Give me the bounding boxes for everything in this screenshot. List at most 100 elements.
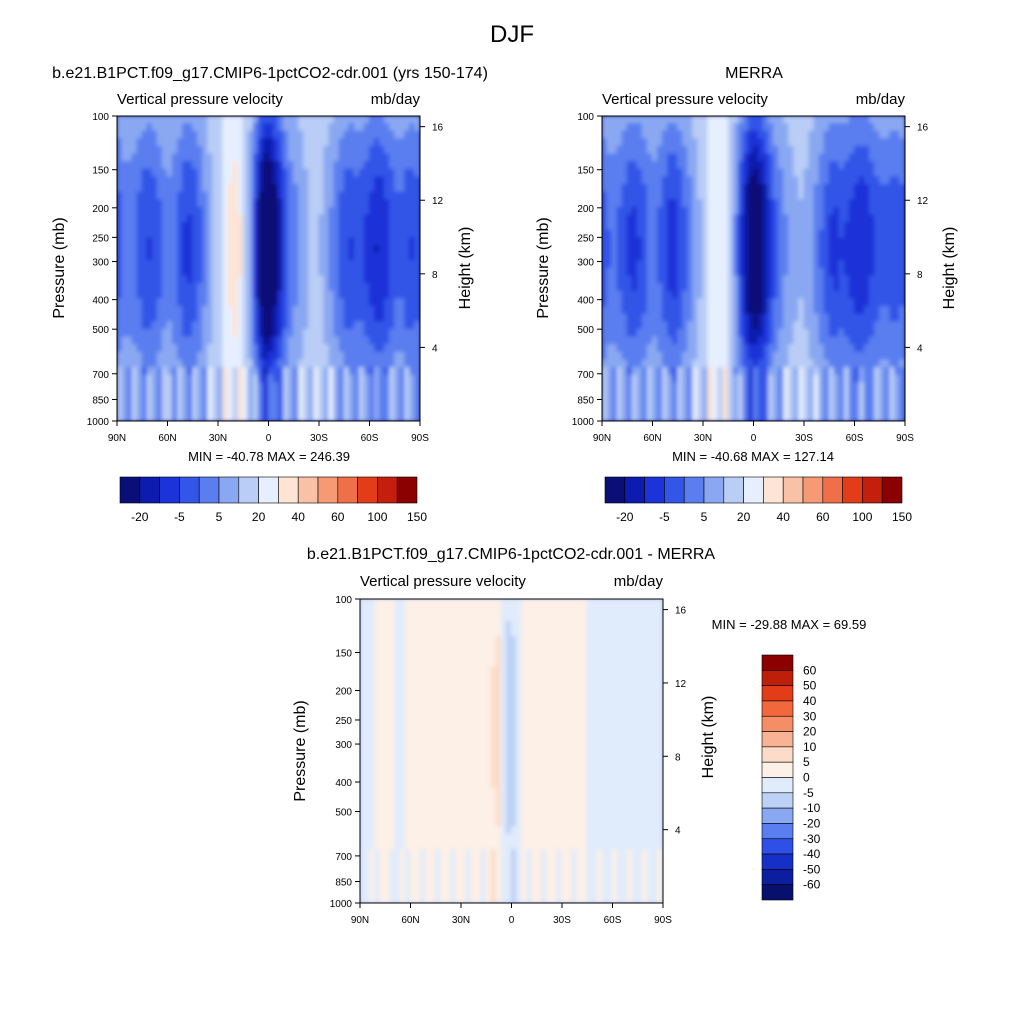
field-cell bbox=[702, 123, 709, 132]
field-cell bbox=[146, 199, 153, 209]
field-cell bbox=[333, 145, 340, 155]
field-cell bbox=[131, 344, 138, 353]
field-cell bbox=[343, 367, 350, 376]
field-cell bbox=[717, 367, 724, 376]
field-cell bbox=[768, 237, 775, 247]
field-cell bbox=[379, 168, 386, 178]
field-cell bbox=[818, 176, 825, 186]
field-cell bbox=[252, 397, 259, 407]
field-cell bbox=[752, 367, 760, 376]
field-cell bbox=[742, 290, 750, 300]
field-cell bbox=[232, 321, 239, 331]
field-cell bbox=[843, 412, 851, 421]
field-cell bbox=[788, 275, 795, 285]
field-cell bbox=[237, 145, 244, 155]
field-cell bbox=[722, 412, 729, 421]
field-cell bbox=[227, 328, 234, 338]
field-cell bbox=[687, 412, 694, 421]
field-cell bbox=[126, 168, 133, 178]
field-cell bbox=[889, 267, 896, 277]
field-cell bbox=[833, 275, 840, 285]
field-cell bbox=[602, 138, 608, 148]
field-cell bbox=[838, 336, 845, 346]
field-cell bbox=[131, 298, 138, 308]
field-cell bbox=[338, 298, 345, 308]
field-cell bbox=[394, 138, 401, 148]
field-cell bbox=[394, 382, 401, 392]
field-cell bbox=[879, 123, 886, 132]
field-cell bbox=[874, 359, 881, 369]
field-cell bbox=[717, 321, 724, 331]
field-cell bbox=[247, 351, 254, 361]
field-cell bbox=[136, 116, 143, 125]
field-cell bbox=[404, 344, 411, 353]
field-cell bbox=[853, 184, 861, 193]
field-cell bbox=[828, 374, 835, 384]
field-cell bbox=[232, 184, 239, 193]
field-cell bbox=[187, 145, 194, 155]
field-cell bbox=[338, 168, 345, 178]
field-cell bbox=[677, 389, 684, 399]
field-cell bbox=[136, 260, 143, 270]
field-cell bbox=[717, 252, 724, 262]
field-cell bbox=[151, 367, 158, 376]
field-cell bbox=[222, 237, 229, 247]
field-cell bbox=[177, 290, 184, 300]
field-cell bbox=[288, 145, 295, 155]
field-cell bbox=[131, 206, 138, 216]
field-cell bbox=[727, 214, 734, 224]
field-cell bbox=[813, 374, 820, 384]
field-cell bbox=[373, 237, 381, 247]
field-cell bbox=[343, 153, 350, 163]
field-cell bbox=[712, 153, 719, 163]
field-cell bbox=[621, 321, 628, 331]
field-cell bbox=[778, 306, 785, 315]
field-cell bbox=[697, 313, 704, 323]
field-cell bbox=[117, 298, 123, 308]
field-cell bbox=[707, 306, 714, 315]
field-cell bbox=[242, 123, 249, 132]
field-cell bbox=[384, 168, 391, 178]
field-cell bbox=[182, 260, 189, 270]
field-cell bbox=[732, 153, 739, 163]
field-cell bbox=[768, 321, 775, 331]
field-cell bbox=[202, 116, 209, 125]
field-cell bbox=[818, 412, 825, 421]
field-cell bbox=[328, 367, 335, 376]
field-cell bbox=[363, 267, 371, 277]
field-cell bbox=[783, 237, 790, 247]
field-cell bbox=[682, 290, 689, 300]
field-cell bbox=[126, 344, 133, 353]
field-cell bbox=[707, 397, 714, 407]
field-cell bbox=[768, 389, 775, 399]
field-cell bbox=[247, 283, 254, 292]
field-cell bbox=[308, 260, 315, 270]
field-cell bbox=[202, 252, 209, 262]
field-cell bbox=[692, 237, 699, 247]
field-cell bbox=[702, 138, 709, 148]
y-tick-label: 400 bbox=[92, 296, 109, 307]
field-cell bbox=[727, 267, 734, 277]
field-cell bbox=[737, 389, 744, 399]
field-cell bbox=[763, 130, 770, 140]
field-cell bbox=[278, 229, 285, 239]
field-cell bbox=[187, 344, 194, 353]
field-cell bbox=[803, 123, 810, 132]
field-cell bbox=[626, 374, 633, 384]
field-cell bbox=[262, 336, 270, 346]
field-cell bbox=[262, 374, 270, 384]
field-cell bbox=[242, 245, 249, 254]
field-cell bbox=[197, 382, 204, 392]
field-cell bbox=[783, 222, 790, 231]
field-cell bbox=[823, 397, 830, 407]
field-cell bbox=[656, 237, 664, 247]
field-cell bbox=[677, 199, 684, 209]
field-cell bbox=[813, 123, 820, 132]
field-cell bbox=[641, 168, 649, 178]
field-cell bbox=[126, 176, 133, 186]
field-cell bbox=[237, 222, 244, 231]
field-cell bbox=[187, 245, 194, 254]
field-cell bbox=[763, 161, 770, 170]
field-cell bbox=[889, 116, 896, 125]
field-cell bbox=[384, 306, 391, 315]
